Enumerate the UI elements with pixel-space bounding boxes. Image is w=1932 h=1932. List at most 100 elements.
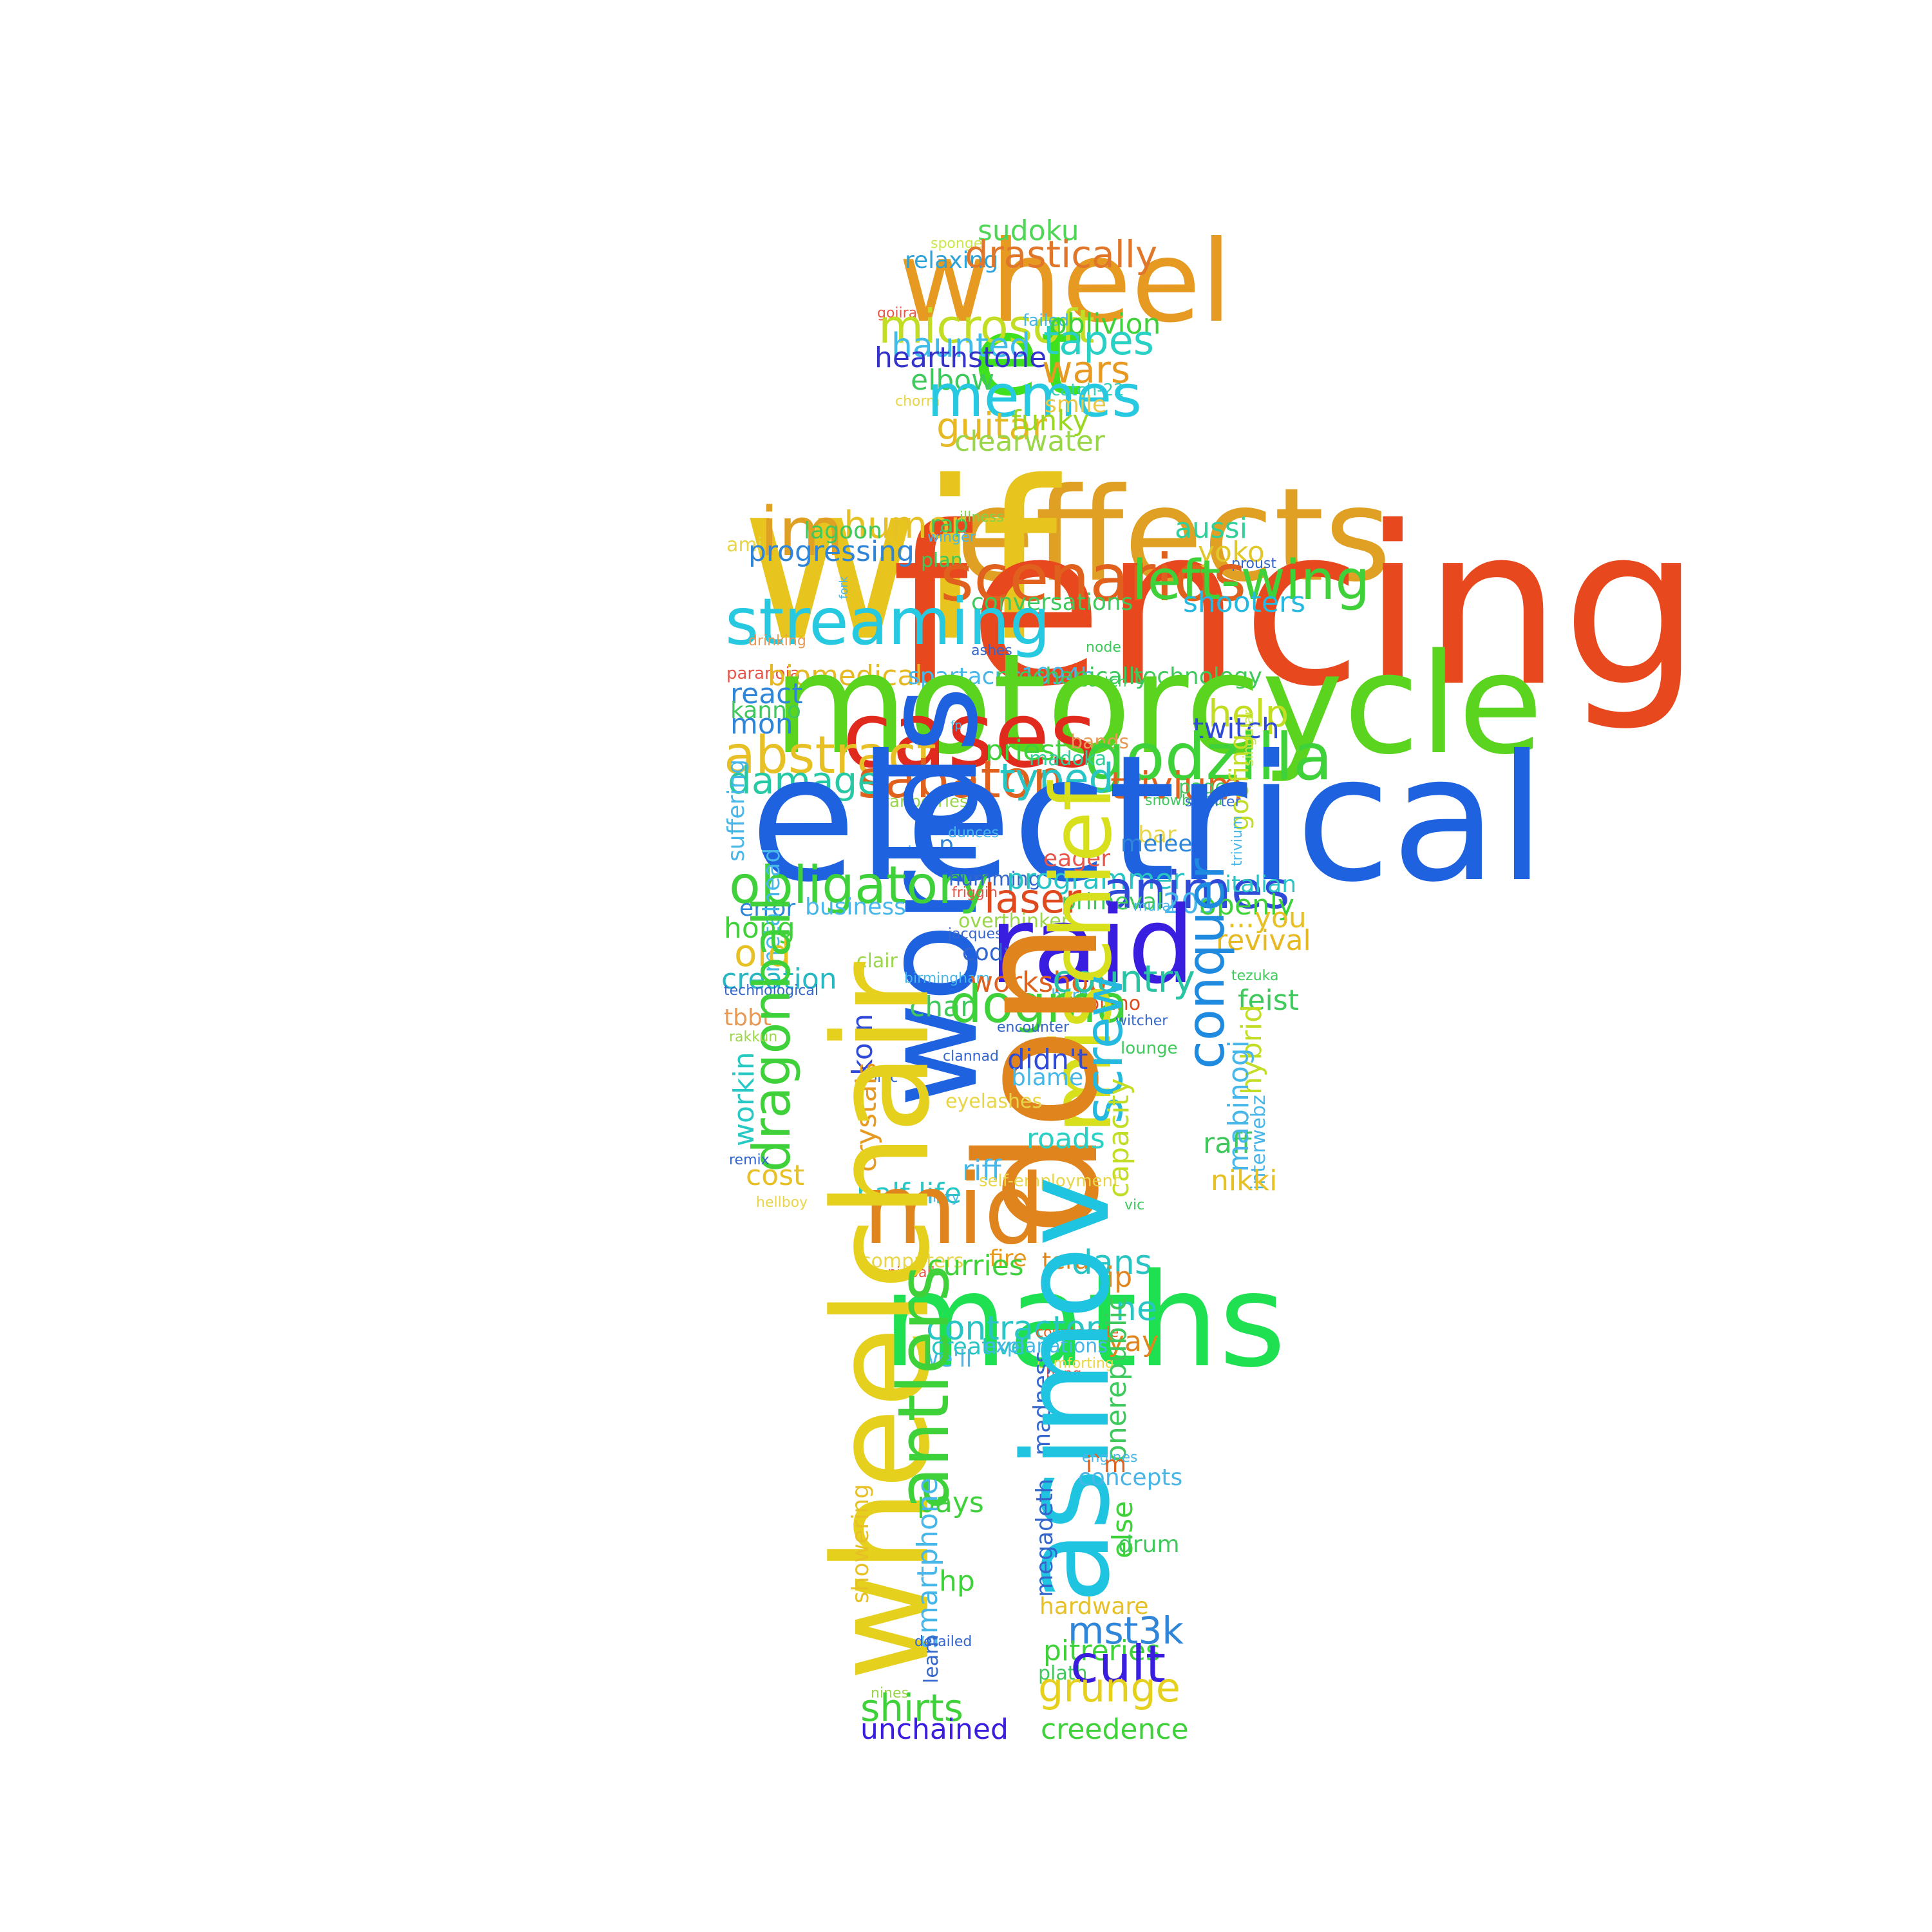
cloud-word-3: sponge (931, 236, 982, 252)
cloud-word-122: mischief (1032, 780, 1130, 1133)
cloud-word-92: 20s (1163, 887, 1214, 920)
cloud-word-174: i`m (1086, 1452, 1126, 1478)
cloud-word-84: humming (949, 868, 1041, 891)
cloud-word-145: nikki (1211, 1164, 1277, 1197)
cloud-word-99: jacques (947, 926, 1003, 942)
cloud-word-73: electrical (750, 717, 1546, 920)
cloud-word-27: lagoon (804, 518, 882, 544)
cloud-word-124: korn (846, 1014, 879, 1075)
cloud-word-44: node (1086, 639, 1121, 656)
cloud-word-54: mon (730, 708, 793, 741)
cloud-word-177: else (1106, 1501, 1139, 1558)
cloud-word-149: mid (863, 1154, 1045, 1266)
cloud-word-166: comforting (1037, 1356, 1114, 1372)
cloud-word-135: crystals (850, 1062, 883, 1172)
cloud-word-62: madoka (1029, 748, 1106, 770)
cloud-word-138: remix (729, 1152, 770, 1168)
cloud-word-131: hybrid (1235, 1005, 1268, 1095)
cloud-word-101: revival (1216, 924, 1311, 957)
cloud-word-33: wingèr (927, 529, 976, 545)
cloud-word-162: yay (1108, 1325, 1159, 1358)
cloud-word-129: ironic (859, 1070, 898, 1086)
cloud-word-155: pinball (887, 1265, 935, 1281)
cloud-word-65: typed (999, 755, 1114, 802)
cloud-word-78: melee (1121, 831, 1193, 857)
cloud-word-91: mural (1133, 898, 1175, 914)
cloud-word-160: contractor (926, 1309, 1100, 1348)
cloud-word-104: clair (857, 950, 898, 972)
cloud-word-8: failed (1023, 311, 1069, 330)
cloud-word-82: worlds (857, 686, 1007, 1108)
cloud-word-77: p (939, 831, 954, 858)
cloud-word-69: goofing (1225, 734, 1255, 831)
cloud-word-178: megadeth (1032, 1479, 1058, 1597)
cloud-word-40: shooters (1183, 586, 1305, 619)
cloud-word-81: trivium (1229, 816, 1245, 866)
cloud-word-66: damage (728, 759, 880, 802)
cloud-word-58: abstract (724, 725, 936, 785)
cloud-word-88: italian (1225, 871, 1296, 898)
cloud-word-170: antlers (882, 1265, 965, 1510)
cloud-word-194: creedence (1041, 1713, 1189, 1746)
cloud-word-26: humor (844, 503, 966, 547)
cloud-word-123: rakkun (729, 1029, 777, 1045)
cloud-word-30: aussi (1175, 512, 1247, 545)
cloud-word-76: bar (1138, 822, 1177, 848)
cloud-word-153: tera (1042, 1248, 1089, 1274)
cloud-word-45: paranoia (726, 664, 800, 683)
cloud-word-95: business (805, 894, 906, 920)
cloud-word-56: twitch (1193, 712, 1280, 745)
cloud-word-68: pages (1179, 776, 1237, 799)
cloud-word-144: capacity (1103, 1078, 1135, 1198)
cloud-word-38: left-wing (1132, 549, 1370, 612)
cloud-word-196: fp (951, 719, 962, 732)
cloud-word-29: illness (960, 509, 1004, 526)
cloud-word-141: riff (962, 1154, 1002, 1187)
cloud-word-79: rien (900, 843, 933, 862)
cloud-word-147: half-life (857, 1177, 961, 1210)
cloud-word-191: grunge (1038, 1664, 1180, 1711)
cloud-word-48: mechanically (996, 663, 1149, 690)
cloud-word-111: technological (724, 983, 819, 999)
cloud-word-134: workin (728, 1052, 761, 1146)
cloud-word-113: tezuka (1231, 968, 1279, 984)
cloud-word-186: pitreries (1043, 1634, 1160, 1667)
cloud-word-100: raid (989, 884, 1195, 1007)
cloud-word-83: obligatory (729, 855, 990, 915)
cloud-word-126: lounge (1121, 1039, 1178, 1058)
cloud-word-75: dunces (948, 825, 999, 841)
cloud-word-28: rap (930, 511, 969, 538)
cloud-word-154: dans (1072, 1244, 1152, 1282)
cloud-word-171: madness (1029, 1351, 1056, 1455)
cloud-word-140: interwebz (1247, 1095, 1270, 1190)
cloud-word-152: fire (989, 1245, 1027, 1272)
cloud-word-120: encounter (997, 1019, 1070, 1036)
cloud-word-150: vic (1124, 1197, 1144, 1213)
cloud-word-176: pays (917, 1486, 984, 1519)
cloud-word-16: chorm (895, 393, 940, 410)
cloud-word-86: animes (1103, 860, 1290, 920)
cloud-word-151: computers (860, 1250, 963, 1273)
cloud-word-0: wheel (898, 217, 1232, 348)
cloud-word-96: overthinker (958, 910, 1070, 933)
cloud-word-142: cost (746, 1159, 804, 1192)
cloud-word-146: hellboy (756, 1195, 808, 1211)
cloud-word-121: dragonball (742, 897, 802, 1172)
cloud-word-165: we'll (920, 1346, 972, 1372)
cloud-word-189: cult (1070, 1634, 1166, 1694)
cloud-word-64: sabaton (858, 750, 1065, 810)
cloud-word-55: help (1208, 692, 1289, 735)
cloud-word-109: workshop (970, 966, 1106, 999)
cloud-word-41: streaming (725, 584, 1050, 659)
cloud-word-4: relaxing (905, 247, 998, 274)
cloud-word-98: hong (724, 912, 795, 945)
cloud-word-179: drum (1118, 1531, 1180, 1558)
cloud-word-89: laser (984, 875, 1082, 922)
cloud-word-188: plath (1038, 1662, 1088, 1685)
cloud-word-24: fencing (891, 480, 1701, 735)
cloud-word-20: funky (1011, 404, 1089, 437)
cloud-word-80: eager (1043, 846, 1110, 872)
cloud-word-117: chan (909, 990, 978, 1023)
cloud-word-63: singular (1241, 709, 1257, 766)
